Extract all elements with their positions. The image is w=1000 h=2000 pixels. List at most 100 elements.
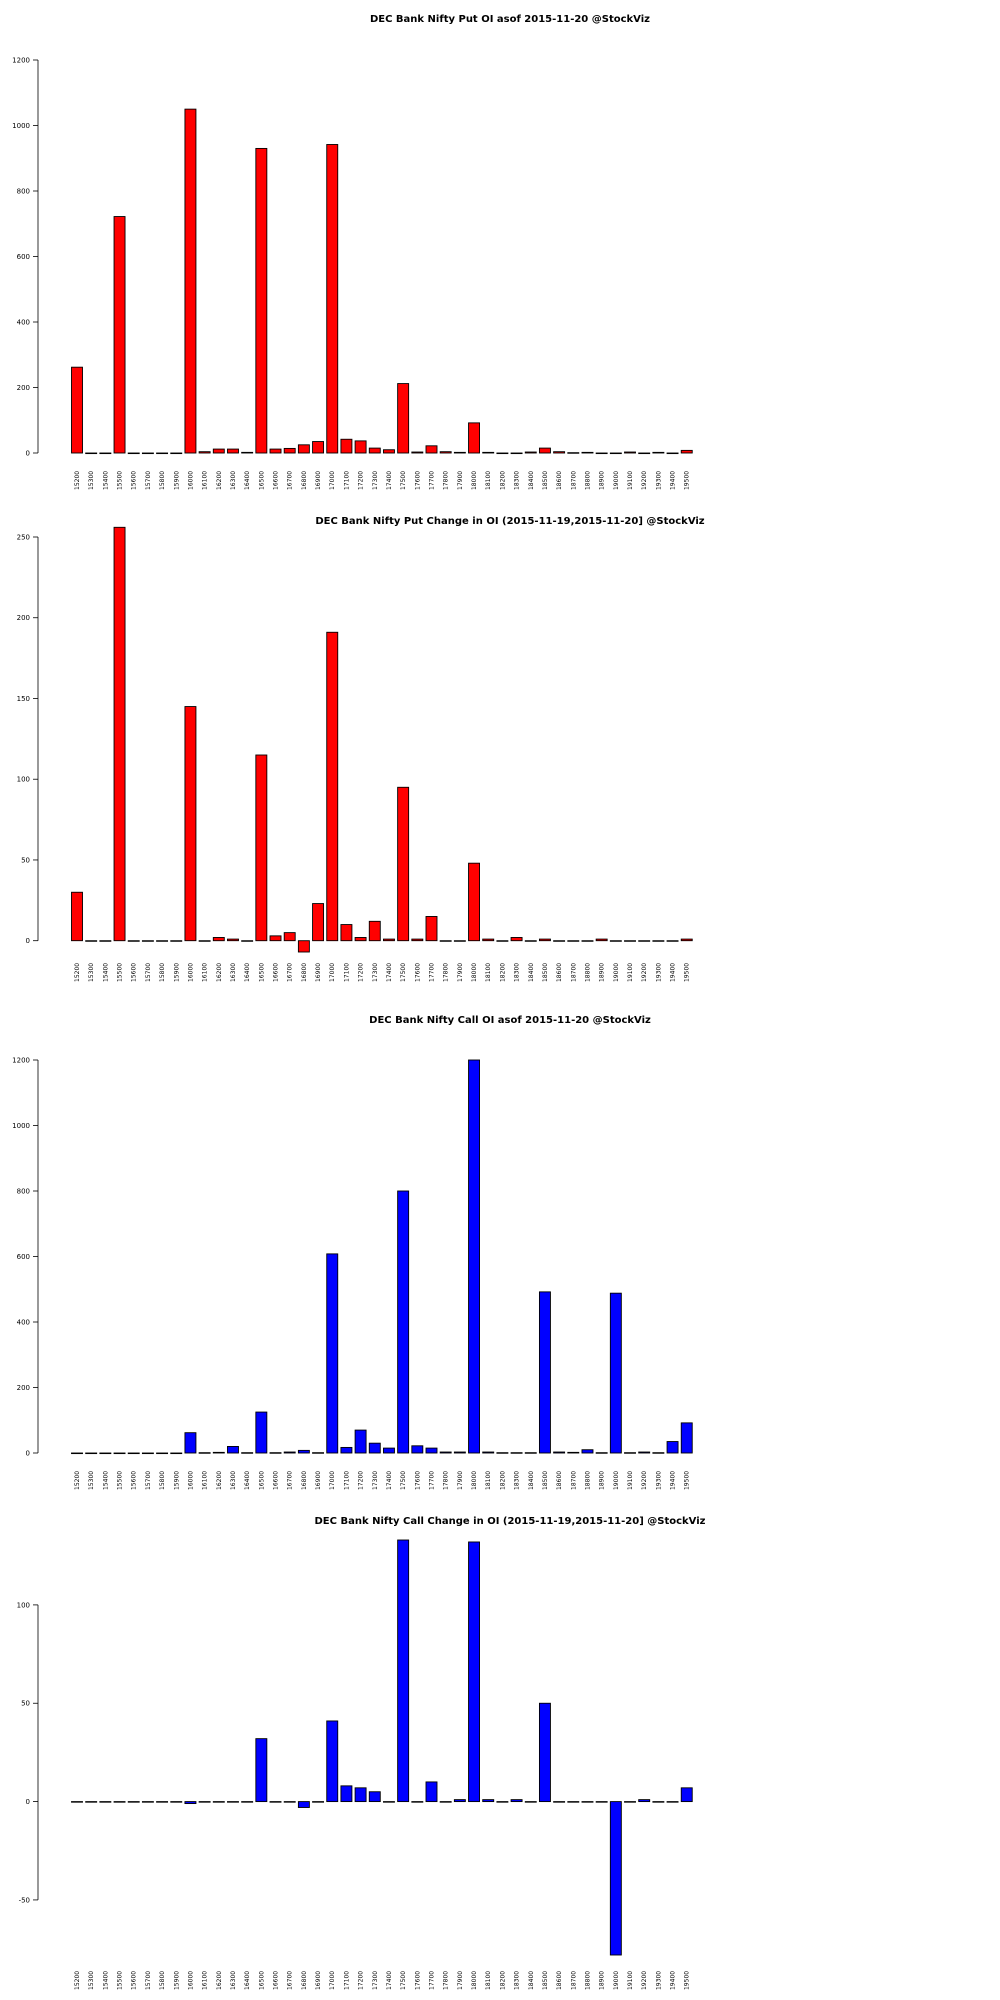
bar-strike-19500 — [680, 449, 693, 454]
x-tick-label: 18600 — [556, 471, 563, 490]
x-tick-label: 18500 — [542, 1471, 549, 1490]
bar-strike-16300 — [227, 1445, 239, 1454]
bar-strike-16700 — [283, 932, 296, 942]
bar-strike-19200 — [638, 452, 651, 455]
x-tick-label: 17100 — [343, 1471, 350, 1490]
x-tick-label: 18800 — [584, 1971, 591, 1990]
x-tick-label: 18800 — [584, 471, 591, 490]
x-tick-label: 19100 — [627, 1471, 634, 1490]
bar-strike-18400 — [524, 940, 537, 942]
x-tick-label: 18700 — [570, 1971, 577, 1990]
bar-strike-17000 — [326, 1253, 339, 1454]
bar-strike-18100 — [482, 1451, 495, 1454]
bar-strike-17500 — [397, 383, 410, 454]
bar-strike-18800 — [581, 1801, 594, 1803]
x-tick-label: 17800 — [443, 1971, 450, 1990]
x-tick-label: 18600 — [556, 1971, 563, 1990]
y-tick-label: 1000 — [12, 122, 30, 130]
x-tick-label: 16100 — [202, 1971, 209, 1990]
x-tick-label: 16600 — [273, 1971, 280, 1990]
x-tick-label: 19100 — [627, 471, 634, 490]
x-tick-label: 18300 — [514, 471, 521, 490]
x-tick-label: 15400 — [102, 963, 109, 982]
bar-strike-16900 — [312, 1801, 325, 1803]
bar-strike-19200 — [638, 940, 651, 942]
bar-strike-16200 — [212, 937, 225, 942]
x-tick-label: 19400 — [670, 963, 677, 982]
bar-strike-15200 — [71, 366, 83, 454]
x-tick-label: 16100 — [202, 1471, 209, 1490]
x-tick-label: 18400 — [528, 471, 535, 490]
x-tick-label: 15600 — [131, 1971, 138, 1990]
bar-strike-19500 — [680, 1787, 693, 1803]
x-tick-label: 16900 — [315, 1971, 322, 1990]
bar-strike-17900 — [453, 940, 466, 942]
bar-strike-17400 — [383, 449, 395, 454]
x-tick-label: 15700 — [145, 1971, 152, 1990]
x-tick-label: 19100 — [627, 1971, 634, 1990]
bar-strike-18300 — [510, 1452, 523, 1454]
bar-strike-18900 — [595, 1801, 608, 1803]
x-tick-label: 16200 — [216, 471, 223, 490]
y-tick-label: 800 — [17, 188, 30, 196]
x-tick-label: 15200 — [74, 1971, 81, 1990]
bar-strike-16700 — [283, 447, 296, 454]
bar-strike-18300 — [510, 937, 523, 942]
x-tick-label: 16600 — [273, 1471, 280, 1490]
x-tick-label: 16300 — [230, 1471, 237, 1490]
x-tick-label: 17100 — [343, 963, 350, 982]
bar-strike-17800 — [439, 1801, 452, 1803]
x-tick-label: 18300 — [514, 1471, 521, 1490]
bar-strike-18900 — [595, 938, 608, 942]
bar-strike-18600 — [553, 1801, 566, 1803]
y-tick-label: 600 — [17, 1253, 30, 1261]
y-tick-label: 0 — [26, 450, 30, 458]
x-tick-label: 17700 — [429, 1971, 436, 1990]
x-tick-label: 16700 — [287, 963, 294, 982]
bar-strike-17000 — [326, 144, 339, 454]
bar-strike-19200 — [638, 1451, 651, 1454]
x-tick-label: 15300 — [88, 963, 95, 982]
x-tick-label: 17800 — [443, 471, 450, 490]
bar-strike-17800 — [439, 940, 452, 942]
x-tick-label: 16400 — [244, 963, 251, 982]
bar-strike-17800 — [439, 451, 452, 454]
x-tick-label: 17000 — [329, 963, 336, 982]
bar-strike-18000 — [468, 1541, 480, 1803]
bar-strike-18700 — [567, 940, 580, 942]
bar-strike-17600 — [411, 451, 424, 454]
bar-strike-15800 — [156, 1801, 169, 1803]
x-tick-label: 15800 — [159, 471, 166, 490]
x-tick-label: 18700 — [570, 963, 577, 982]
x-tick-label: 19300 — [655, 963, 662, 982]
x-tick-label: 19000 — [613, 471, 620, 490]
x-tick-label: 17500 — [400, 963, 407, 982]
chart-panel-4: DEC Bank Nifty Call Change in OI (2015-1… — [17, 1516, 706, 1990]
bar-strike-16100 — [198, 1452, 211, 1454]
x-tick-label: 19000 — [613, 1471, 620, 1490]
x-tick-label: 19000 — [613, 1971, 620, 1990]
bar-strike-17600 — [411, 1445, 424, 1454]
y-tick-label: 1200 — [12, 1057, 30, 1065]
bar-strike-15600 — [127, 452, 140, 455]
x-tick-label: 15600 — [131, 1471, 138, 1490]
x-tick-label: 17300 — [372, 1971, 379, 1990]
x-tick-label: 18600 — [556, 1471, 563, 1490]
x-tick-label: 15200 — [74, 1471, 81, 1490]
bar-strike-19200 — [638, 1799, 651, 1803]
x-tick-label: 17500 — [400, 1471, 407, 1490]
x-tick-label: 15500 — [117, 471, 124, 490]
bar-strike-15800 — [156, 452, 169, 455]
x-tick-label: 16000 — [187, 1471, 194, 1490]
bar-strike-18600 — [553, 451, 566, 454]
x-tick-label: 15900 — [173, 471, 180, 490]
x-tick-label: 16900 — [315, 471, 322, 490]
x-tick-label: 18300 — [514, 1971, 521, 1990]
x-tick-label: 18900 — [599, 963, 606, 982]
bar-strike-17000 — [326, 631, 339, 942]
bar-strike-15500 — [113, 216, 126, 454]
bar-strike-19000 — [609, 452, 622, 455]
bar-strike-15300 — [85, 452, 98, 455]
bar-strike-16000 — [184, 1432, 197, 1454]
